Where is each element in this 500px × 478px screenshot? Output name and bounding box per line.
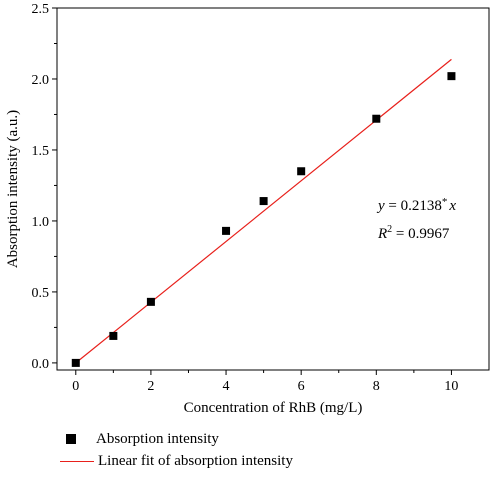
data-point (259, 197, 268, 206)
x-tick-label: 2 (147, 379, 154, 394)
x-tick-label: 4 (223, 379, 230, 394)
y-axis-title: Absorption intensity (a.u.) (5, 110, 21, 268)
data-point (297, 167, 306, 176)
y-tick-label: 2.5 (32, 2, 50, 17)
fit-line-layer (75, 58, 452, 364)
equation-annotation: y = 0.2138* x (376, 196, 456, 214)
x-tick-label: 10 (444, 379, 458, 394)
y-tick-label: 2.0 (32, 73, 50, 88)
y-tick-label: 1.5 (32, 144, 50, 159)
legend: Absorption intensity Linear fit of absor… (60, 428, 480, 472)
x-tick-label: 8 (373, 379, 380, 394)
data-point (372, 114, 381, 123)
legend-red-line-icon (60, 460, 94, 462)
legend-item-fit: Linear fit of absorption intensity (60, 450, 480, 472)
legend-label: Linear fit of absorption intensity (98, 452, 293, 469)
plot-frame (56, 7, 490, 371)
x-axis-title: Concentration of RhB (mg/L) (184, 400, 363, 416)
data-point (447, 72, 456, 81)
x-tick-label: 6 (298, 379, 305, 394)
data-point (109, 331, 118, 340)
y-tick-label: 0.0 (32, 357, 50, 372)
data-point (146, 297, 155, 306)
data-points-layer (71, 72, 456, 367)
legend-square-marker-icon (66, 434, 76, 444)
data-point (71, 358, 80, 367)
r-squared-annotation: R2 = 0.9967 (377, 224, 450, 242)
y-tick-label: 0.5 (32, 286, 50, 301)
data-point (222, 226, 231, 235)
legend-item-scatter: Absorption intensity (60, 428, 480, 450)
legend-label: Absorption intensity (96, 430, 219, 447)
linear-fit-line (75, 58, 452, 364)
y-axis-ticks: 0.0 0.5 1.0 1.5 2.0 2.5 (32, 2, 57, 372)
y-tick-label: 1.0 (32, 215, 50, 230)
x-axis-ticks: 0 2 4 6 8 10 (72, 370, 458, 394)
x-tick-label: 0 (72, 379, 79, 394)
